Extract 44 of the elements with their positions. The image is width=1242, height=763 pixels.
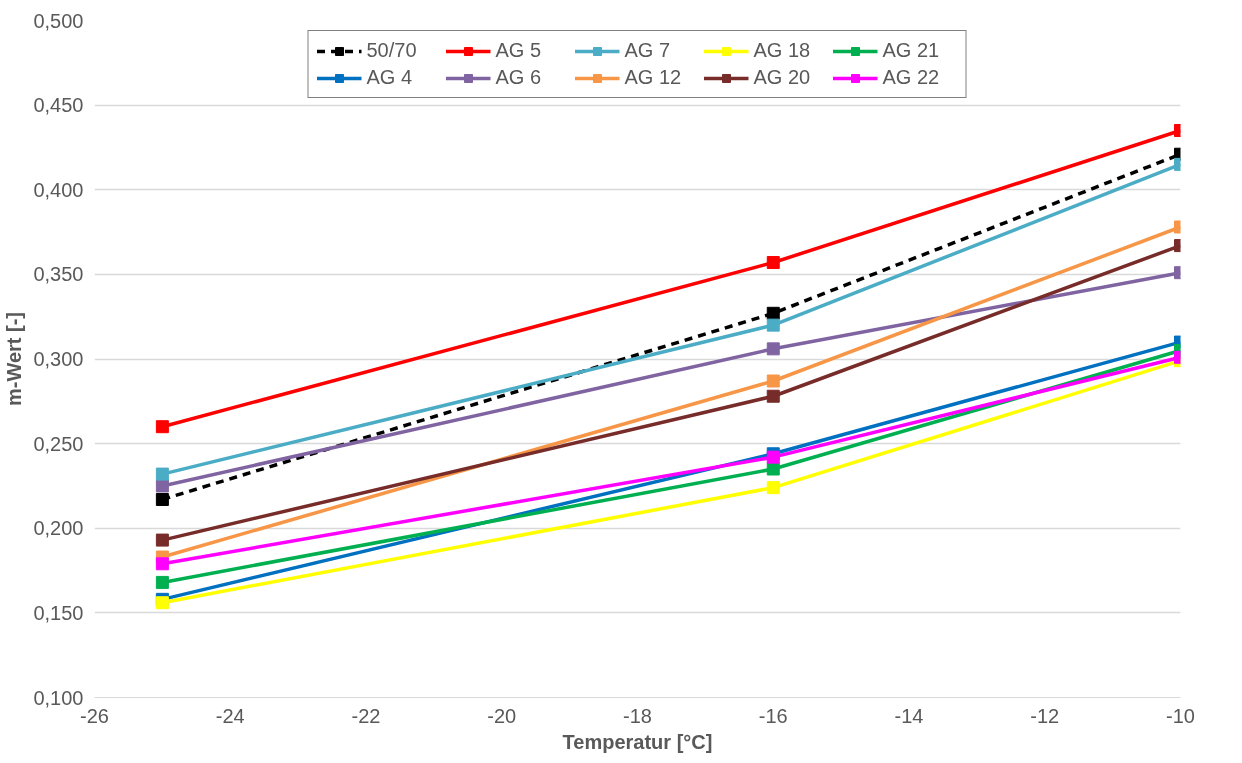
point <box>766 342 780 356</box>
legend-label: AG 5 <box>495 39 543 62</box>
point <box>155 557 169 571</box>
y-tick-label: 0,500 <box>33 9 84 32</box>
point <box>155 533 169 547</box>
x-tick-label: -22 <box>351 704 381 727</box>
y-tick-label: 0,400 <box>33 178 84 201</box>
x-tick-label: -24 <box>215 704 245 727</box>
x-tick-label: -20 <box>487 704 517 727</box>
point <box>155 479 169 493</box>
point <box>155 467 169 481</box>
y-tick-label: 0,350 <box>33 263 84 286</box>
point <box>766 374 780 388</box>
x-tick-label: -14 <box>894 704 924 727</box>
point <box>766 318 780 332</box>
legend-label: AG 22 <box>882 66 941 89</box>
y-tick-label: 0,450 <box>33 94 84 117</box>
x-tick-label: -10 <box>1166 704 1195 727</box>
legend-label: AG 20 <box>753 66 812 89</box>
x-axis-title: Temperatur [°C] <box>562 730 713 753</box>
point <box>155 420 169 434</box>
y-tick-label: 0,250 <box>33 432 84 455</box>
legend-label: AG 7 <box>624 39 672 62</box>
legend-label: AG 18 <box>753 39 812 62</box>
legend-label: 50/70 <box>366 39 418 62</box>
point <box>155 596 169 610</box>
legend-label: AG 21 <box>882 39 941 62</box>
y-axis-title: m-Wert [-] <box>3 311 26 407</box>
point <box>155 575 169 589</box>
y-tick-label: 0,150 <box>33 601 84 624</box>
legend-label: AG 12 <box>624 66 683 89</box>
legend-label: AG 6 <box>495 66 543 89</box>
x-tick-label: -12 <box>1030 704 1060 727</box>
y-tick-label: 0,300 <box>33 348 84 370</box>
x-tick-label: -18 <box>623 704 652 727</box>
point <box>766 462 780 476</box>
point <box>766 389 780 403</box>
point <box>766 306 780 320</box>
legend-label: AG 4 <box>366 66 414 89</box>
x-tick-label: -16 <box>758 704 788 727</box>
point <box>766 481 780 495</box>
point <box>766 256 780 270</box>
y-tick-label: 0,200 <box>33 517 84 540</box>
point <box>155 492 169 506</box>
